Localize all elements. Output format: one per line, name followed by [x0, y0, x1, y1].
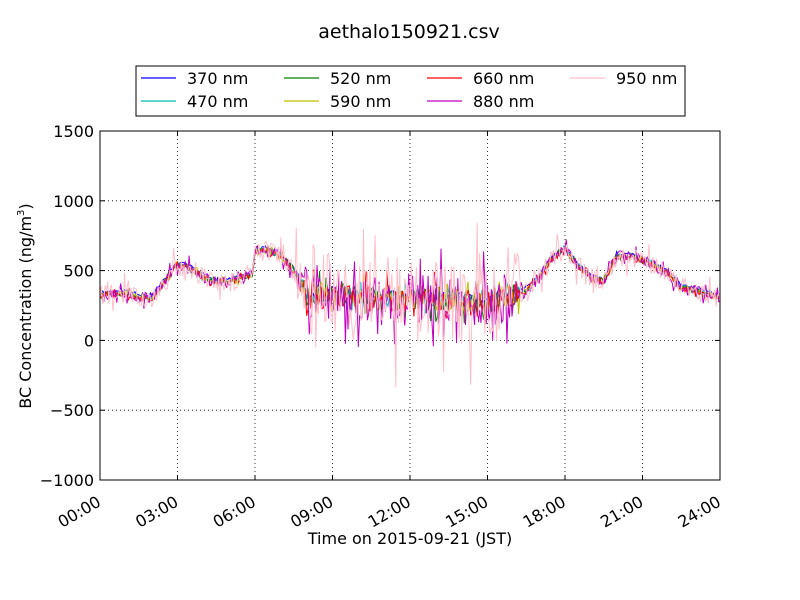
legend-label: 590 nm [330, 92, 391, 111]
y-axis-label-superscript: 3 [16, 210, 27, 216]
chart-title: aethalo150921.csv [318, 21, 500, 43]
y-tick-label: −500 [50, 401, 94, 420]
legend-label: 370 nm [187, 69, 248, 88]
legend-box [135, 65, 686, 117]
y-tick-label: 0 [84, 331, 94, 350]
legend: 370 nm 470 nm 520 nm 590 nm 660 nm 880 nm 950 … [135, 65, 686, 117]
y-axis: −1000 −500 0 500 1000 1500 [40, 122, 720, 490]
series-layer [99, 223, 721, 388]
y-axis-label-suffix: ) [16, 203, 35, 209]
y-tick-label: 1500 [53, 122, 94, 141]
series-line-950-nm [99, 223, 721, 388]
y-axis-label-main: BC Concentration (ng/m [16, 216, 35, 409]
y-tick-label: 500 [63, 262, 94, 281]
x-axis-label: Time on 2015-09-21 (JST) [307, 529, 512, 548]
y-axis-label: BC Concentration (ng/m3) [16, 203, 35, 408]
legend-label: 520 nm [330, 69, 391, 88]
y-tick-label: 1000 [53, 192, 94, 211]
legend-label: 470 nm [187, 92, 248, 111]
legend-label: 880 nm [473, 92, 534, 111]
legend-label: 660 nm [473, 69, 534, 88]
legend-label: 950 nm [616, 69, 677, 88]
y-tick-label: −1000 [40, 471, 94, 490]
